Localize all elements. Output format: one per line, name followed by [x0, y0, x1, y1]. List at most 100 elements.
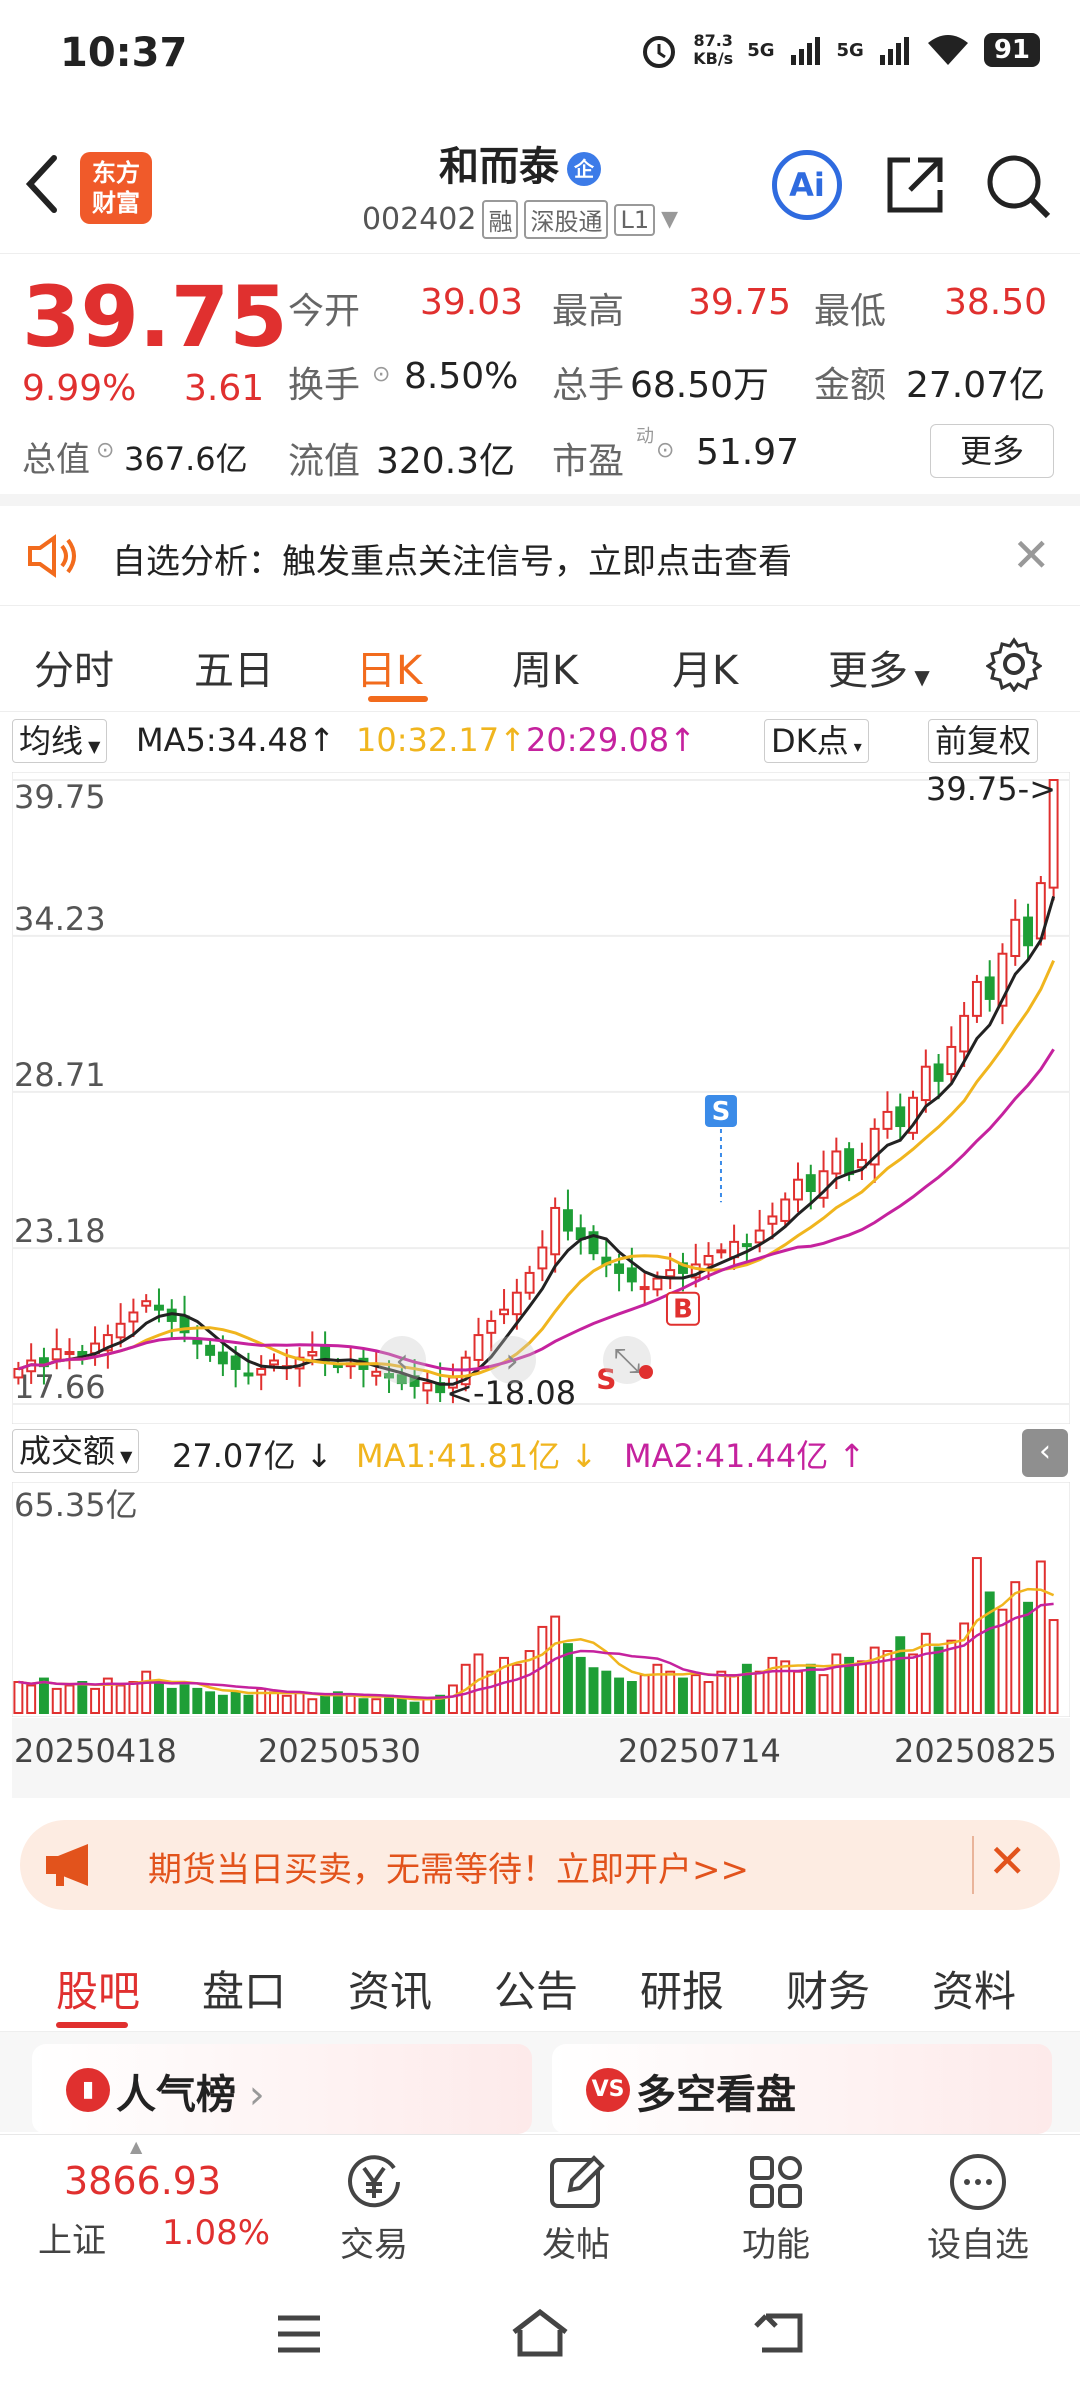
- ma20-line: [17, 1048, 1055, 1372]
- tab-five-day[interactable]: 五日: [194, 648, 274, 694]
- max-price-label: 39.75->: [926, 772, 1056, 808]
- volume-bar: [920, 1632, 931, 1714]
- tab-underline: [368, 696, 428, 702]
- amount-value: 27.07亿: [906, 365, 1046, 406]
- nav-functions[interactable]: 功能: [706, 2147, 846, 2266]
- chevron-down-icon[interactable]: ▼: [661, 207, 679, 232]
- overlay-circle: [378, 1336, 426, 1384]
- close-icon[interactable]: ✕: [988, 1834, 1027, 1888]
- volume-bar: [371, 1698, 382, 1714]
- candle-body: [102, 1334, 113, 1352]
- info-icon[interactable]: ⊙: [656, 438, 675, 463]
- volume-bar: [473, 1653, 484, 1714]
- stock-title-block[interactable]: 和而泰企 002402 融 深股通 L1 ▼: [330, 134, 710, 239]
- next-button[interactable]: ›: [488, 1336, 536, 1384]
- volume-bar: [882, 1650, 893, 1715]
- bull-bear-card[interactable]: VS 多空看盘: [552, 2044, 1052, 2134]
- search-button[interactable]: [984, 152, 1052, 220]
- candle-body: [1023, 916, 1034, 947]
- info-icon[interactable]: ⊙: [372, 362, 391, 387]
- battery-level: 91: [983, 33, 1040, 67]
- back-icon[interactable]: [752, 2308, 808, 2358]
- nav-label: 发帖: [542, 2225, 610, 2265]
- tab-profile[interactable]: 资料: [932, 1967, 1017, 2016]
- tab-announcement[interactable]: 公告: [494, 1967, 579, 2016]
- volume-bar: [946, 1639, 957, 1715]
- futures-ad-banner[interactable]: 期货当日买卖，无需等待！立即开户>> ✕: [20, 1820, 1060, 1910]
- volume-bar: [1023, 1601, 1034, 1714]
- open-value: 39.03: [420, 282, 524, 323]
- ma10-line: [17, 959, 1055, 1379]
- volume-bar: [703, 1681, 714, 1714]
- share-button[interactable]: [882, 152, 948, 218]
- volume-ma2: MA2:41.44亿 ↑: [624, 1437, 866, 1475]
- status-icons: 87.3 KB/s 5G 5G 91: [639, 30, 1040, 70]
- volume-bar: [281, 1694, 292, 1714]
- tab-more[interactable]: 更多 ▼: [828, 648, 930, 694]
- tab-weekly-k[interactable]: 周K: [512, 648, 579, 694]
- tab-pankou[interactable]: 盘口: [202, 1967, 287, 2016]
- volume-bar: [869, 1646, 880, 1714]
- prev-button[interactable]: ‹: [378, 1336, 426, 1384]
- dk-point-selector[interactable]: DK点 ▾: [764, 719, 869, 763]
- volume-bar: [997, 1608, 1008, 1714]
- high-label: 最高: [552, 291, 625, 332]
- tab-research[interactable]: 研报: [640, 1967, 725, 2016]
- wifi-icon: [927, 35, 968, 65]
- collapse-panel-button[interactable]: ‹: [1022, 1429, 1068, 1477]
- candle-body: [511, 1291, 522, 1316]
- volume-bar: [51, 1687, 62, 1714]
- back-button[interactable]: [22, 152, 72, 222]
- volume-bar: [205, 1691, 216, 1715]
- menu-icon[interactable]: [274, 2312, 324, 2356]
- nav-add-watchlist[interactable]: 设自选: [908, 2147, 1048, 2266]
- volume-bar: [384, 1694, 394, 1714]
- nav-post[interactable]: 发帖: [506, 2147, 646, 2266]
- info-icon[interactable]: ⊙: [96, 438, 115, 463]
- volume-selector[interactable]: 成交额 ▼: [12, 1429, 140, 1473]
- tab-guba[interactable]: 股吧: [56, 1967, 141, 2016]
- volume-max-label: 65.35亿: [14, 1486, 138, 1524]
- volume-bar: [818, 1674, 829, 1715]
- candle-body: [652, 1277, 663, 1291]
- x-tick-label: 20250825: [894, 1732, 1057, 1770]
- y-tick-label: 39.75: [14, 778, 106, 816]
- sell-signal-label: S: [712, 1097, 731, 1127]
- candle-body: [396, 1374, 407, 1385]
- tab-news[interactable]: 资讯: [348, 1967, 433, 2016]
- candle-body: [844, 1148, 855, 1176]
- tab-daily-k[interactable]: 日K: [356, 648, 423, 694]
- candle-body: [256, 1367, 267, 1376]
- tab-finance[interactable]: 财务: [786, 1967, 871, 2016]
- tab-intraday[interactable]: 分时: [34, 648, 114, 694]
- stock-name: 和而泰: [439, 144, 559, 190]
- index-ticker[interactable]: ▲ 3866.93 上证 1.08%: [38, 2137, 271, 2261]
- tag-connect: 深股通: [524, 200, 609, 239]
- more-button[interactable]: 更多: [930, 424, 1054, 478]
- candle-body: [524, 1271, 535, 1294]
- pe-value: 51.97: [696, 432, 800, 473]
- candle-body: [818, 1170, 829, 1199]
- volume-bar: [422, 1698, 433, 1714]
- volume-bar: [154, 1681, 164, 1714]
- volume-bar: [511, 1663, 522, 1714]
- expand-button[interactable]: ⤡: [603, 1336, 651, 1384]
- popularity-card[interactable]: ▮ 人气榜 ›: [32, 2044, 532, 2134]
- volume-bar: [179, 1684, 190, 1715]
- volume-bar: [729, 1674, 740, 1715]
- candle-body: [754, 1229, 765, 1244]
- candlestick-chart[interactable]: 39.75 34.23 28.71 23.18 17.66 39.75-> <-18.08 S…: [12, 772, 1070, 1424]
- home-icon[interactable]: [508, 2306, 572, 2360]
- settings-gear-icon[interactable]: [986, 636, 1042, 692]
- volume-bar: [307, 1698, 318, 1714]
- adjust-selector[interactable]: 前复权: [928, 719, 1039, 763]
- tab-monthly-k[interactable]: 月K: [672, 648, 739, 694]
- net-speed: 87.3 KB/s: [693, 31, 734, 68]
- ma-selector[interactable]: 均线 ▼: [12, 719, 108, 763]
- close-icon[interactable]: ✕: [1012, 528, 1051, 582]
- y-tick-label: 34.23: [14, 900, 106, 938]
- volume-chart[interactable]: 65.35亿: [12, 1482, 1070, 1717]
- nav-trade[interactable]: 交易: [304, 2147, 444, 2266]
- ai-button[interactable]: Ai: [772, 150, 842, 220]
- analysis-notice[interactable]: 自选分析：触发重点关注信号，立即点击查看 ✕: [0, 506, 1080, 606]
